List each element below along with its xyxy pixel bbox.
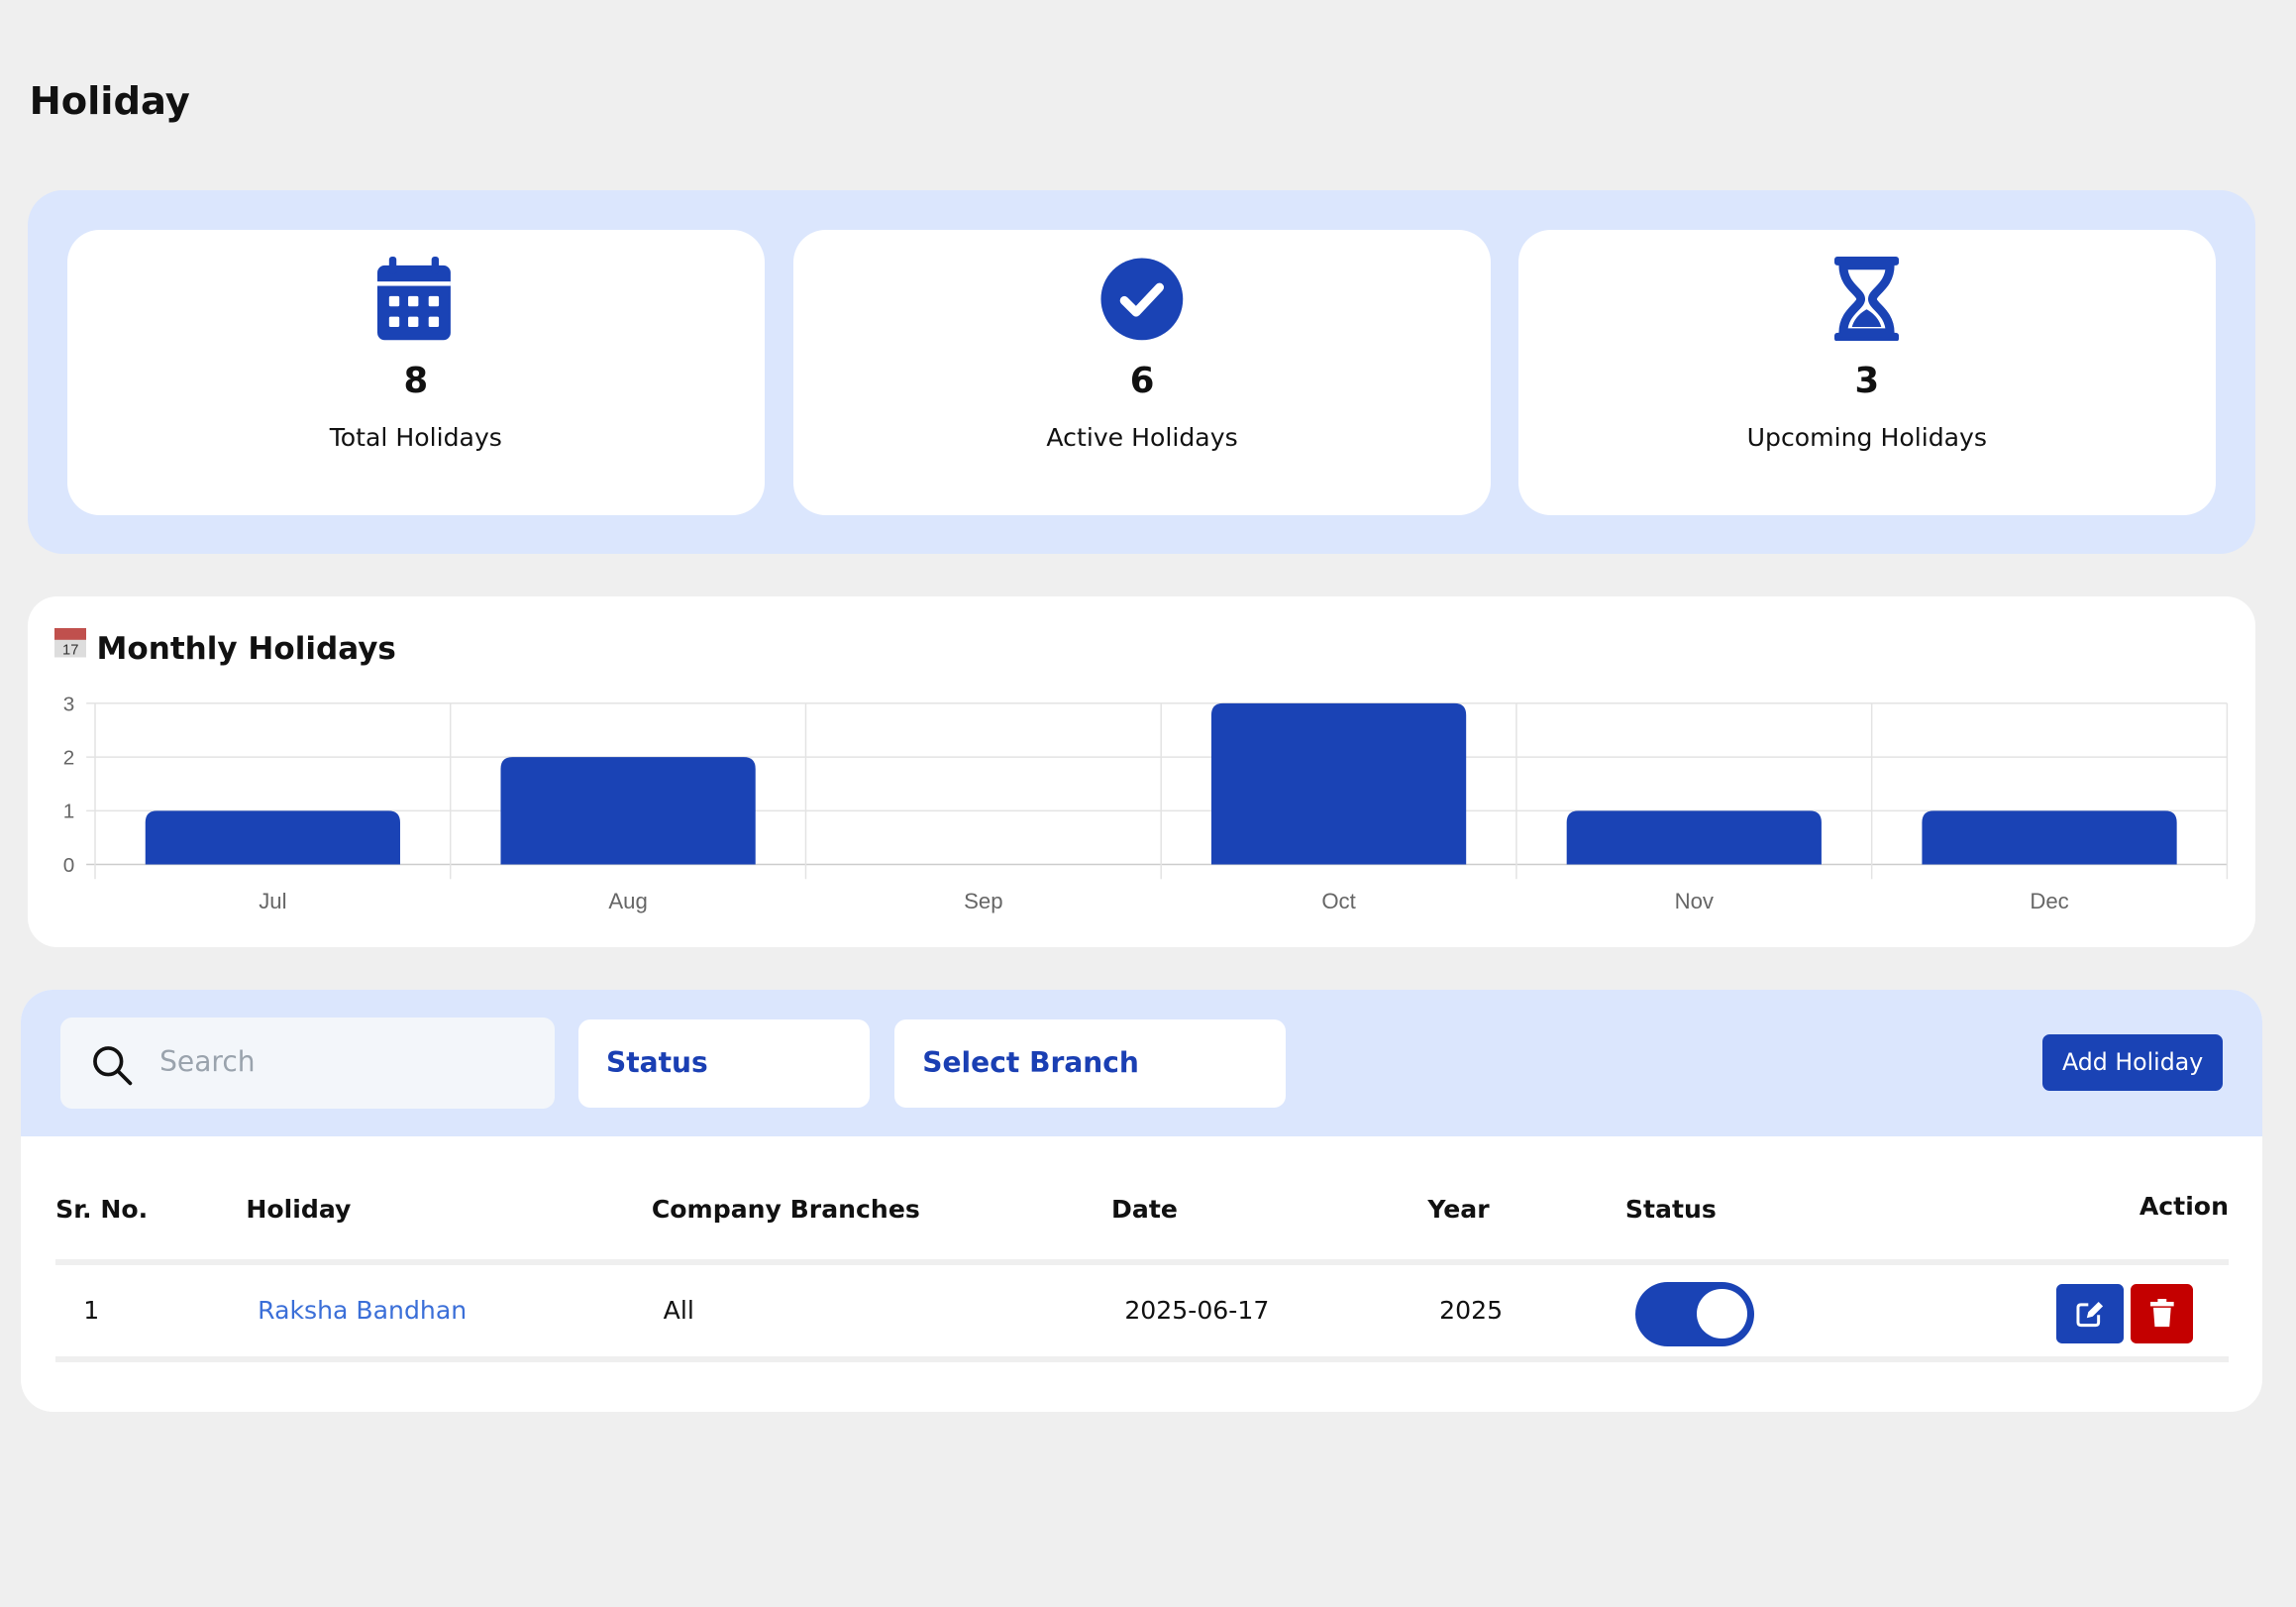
cell-year: 2025 [1439,1296,1504,1326]
bar-dec [1922,809,2177,865]
stats-panel: 8 Total Holidays 6 Active Holidays 3 Upc… [28,190,2255,554]
x-tick-label: Aug [608,889,647,913]
cell-sr-no: 1 [83,1296,100,1326]
bar-nov [1566,809,1822,865]
holiday-link[interactable]: Raksha Bandhan [258,1296,468,1326]
monthly-holidays-chart: 17 Monthly Holidays 0 1 2 3 Jul Aug Sep Oct Nov D… [28,595,2255,948]
stat-card-total: 8 Total Holidays [66,230,765,516]
stat-card-active: 6 Active Holidays [793,230,1491,516]
edit-button[interactable] [2055,1284,2124,1343]
calendar-emoji-icon: 17 [53,628,87,658]
status-toggle[interactable] [1635,1281,1754,1346]
y-tick-label: 2 [63,746,75,769]
x-tick-label: Nov [1675,889,1714,913]
stat-label: Upcoming Holidays [1746,423,1987,453]
search-placeholder: Search [159,1045,256,1079]
stat-value: 3 [1854,360,1880,401]
chart-title: Monthly Holidays [96,631,396,668]
calendar-icon [377,256,452,340]
column-header-action: Action [2139,1192,2229,1222]
status-filter-label: Status [605,1045,708,1079]
column-header-date: Date [1111,1195,1178,1225]
search-input[interactable]: Search [59,1018,556,1110]
x-tick-label: Oct [1321,889,1355,913]
stat-card-upcoming: 3 Upcoming Holidays [1517,230,2216,516]
stat-label: Active Holidays [1046,423,1238,453]
row-divider [55,1355,2229,1362]
cell-date: 2025-06-17 [1124,1296,1270,1326]
delete-button[interactable] [2130,1284,2194,1343]
stat-value: 8 [403,360,429,401]
y-tick-label: 3 [63,693,75,715]
cell-branches: All [663,1296,694,1326]
column-header-sr-no: Sr. No. [55,1195,149,1225]
branch-filter-label: Select Branch [922,1045,1139,1079]
table-toolbar: Search Status Select Branch Add Holiday [20,990,2262,1137]
holiday-table-card: Search Status Select Branch Add Holiday … [20,990,2262,1413]
page-title: Holiday [29,78,190,124]
branch-filter-select[interactable]: Select Branch [894,1018,1286,1108]
x-tick-label: Jul [259,889,286,913]
column-header-branches: Company Branches [651,1195,920,1225]
bar-oct [1211,702,1467,865]
x-tick-label: Dec [2030,889,2068,913]
column-header-status: Status [1624,1195,1717,1225]
svg-text:17: 17 [62,643,78,658]
status-filter-select[interactable]: Status [577,1018,871,1108]
search-icon [93,1046,133,1086]
hourglass-icon [1834,256,1900,342]
y-tick-label: 1 [63,800,75,822]
bar-aug [500,756,756,865]
edit-icon [2076,1302,2103,1328]
stat-value: 6 [1129,360,1155,401]
x-tick-label: Sep [964,889,1002,913]
add-holiday-button[interactable]: Add Holiday [2042,1033,2224,1092]
column-header-year: Year [1427,1195,1490,1225]
check-circle-icon [1100,258,1184,340]
toggle-knob [1697,1288,1747,1339]
bar-chart-plot: 0 1 2 3 Jul Aug Sep Oct Nov Dec [63,693,2229,913]
bar-jul [145,809,401,865]
stat-label: Total Holidays [329,423,502,453]
header-divider [55,1259,2229,1266]
column-header-holiday: Holiday [246,1195,352,1225]
trash-icon [2149,1299,2174,1328]
y-tick-label: 0 [63,854,75,877]
